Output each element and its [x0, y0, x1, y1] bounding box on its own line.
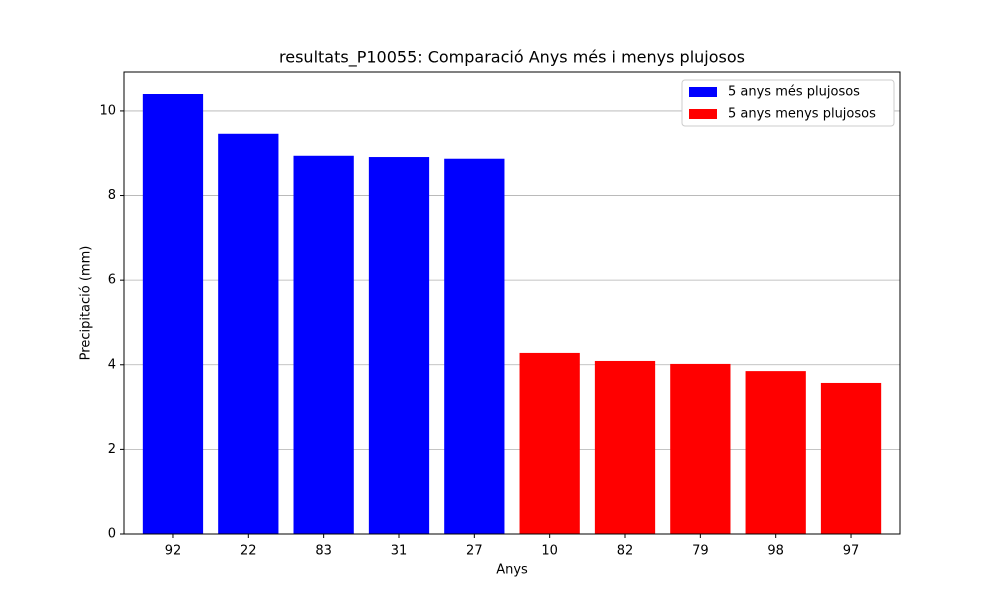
bar [218, 133, 279, 534]
bar [368, 157, 430, 535]
y-tick-label: 0 [108, 527, 116, 542]
bar [293, 155, 354, 534]
x-tick-label: 22 [240, 544, 257, 559]
legend-label: 5 anys menys plujosos [728, 107, 876, 122]
legend-swatch [689, 87, 717, 97]
x-tick-label: 97 [843, 544, 860, 559]
bar [670, 363, 731, 534]
chart-title: resultats_P10055: Comparació Anys més i … [279, 48, 745, 68]
plot-frame [123, 71, 901, 535]
y-tick-label: 6 [108, 273, 116, 288]
y-axis-label: Precipitació (mm) [79, 246, 94, 361]
x-tick-label: 82 [617, 544, 634, 559]
y-tick-label: 4 [108, 357, 116, 372]
x-tick-label: 27 [466, 544, 483, 559]
bar [519, 352, 580, 534]
x-tick-label: 31 [391, 544, 408, 559]
x-axis-label: Anys [496, 563, 528, 578]
x-tick-label: 83 [315, 544, 332, 559]
x-tick-label: 79 [692, 544, 709, 559]
x-tick-label: 10 [541, 544, 558, 559]
legend-label: 5 anys més plujosos [728, 85, 860, 100]
bar [444, 158, 505, 534]
bar [142, 94, 204, 534]
x-tick-label: 92 [165, 544, 182, 559]
legend-swatch [689, 109, 717, 119]
x-tick-label: 98 [767, 544, 784, 559]
bar [594, 360, 656, 534]
y-tick-label: 2 [108, 442, 116, 457]
y-tick-label: 10 [99, 103, 116, 118]
y-tick-label: 8 [108, 188, 116, 203]
bar [745, 371, 806, 534]
legend-box [681, 79, 895, 127]
bar [820, 382, 882, 534]
